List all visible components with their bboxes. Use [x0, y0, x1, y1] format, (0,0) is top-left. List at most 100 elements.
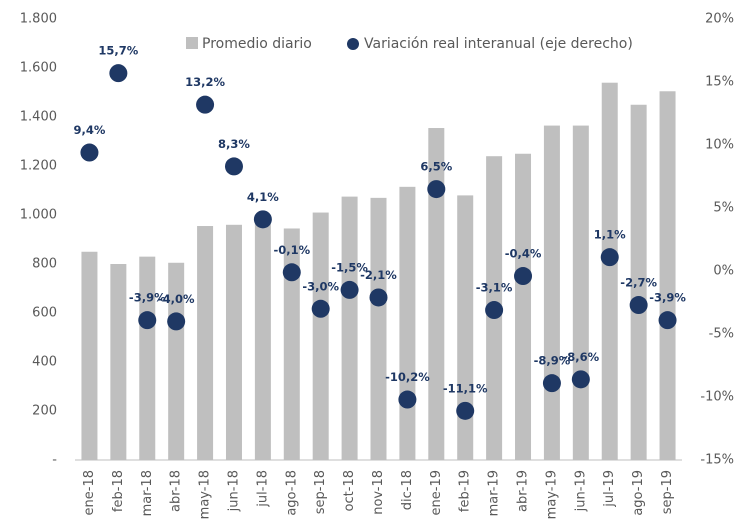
data-label: 15,7%: [98, 44, 138, 58]
bar: [630, 104, 647, 460]
legend-swatch: [347, 38, 359, 50]
dot: [658, 311, 677, 330]
x-tick-label: abr-19: [516, 470, 531, 512]
data-label: -1,5%: [331, 260, 368, 274]
x-tick-label: ene-19: [429, 470, 444, 515]
data-label: -3,0%: [302, 279, 339, 293]
y-tick-label: 400: [32, 355, 57, 370]
y-tick-label: 1.600: [20, 61, 57, 76]
data-label: 1,1%: [594, 228, 626, 242]
bar: [370, 197, 387, 460]
bar: [543, 125, 560, 460]
y-tick-label: 600: [32, 306, 57, 321]
dot: [167, 312, 186, 331]
bar: [572, 125, 589, 460]
data-label: -4,0%: [158, 292, 195, 306]
y2-tick-label: -10%: [700, 390, 734, 405]
data-label: -0,4%: [505, 247, 542, 261]
bar: [254, 215, 271, 460]
data-label: -0,1%: [273, 243, 310, 257]
bar: [457, 195, 474, 460]
x-tick-label: may-19: [544, 470, 559, 519]
x-tick-label: jul-18: [255, 470, 270, 508]
x-tick-label: sep-18: [313, 470, 328, 514]
y2-tick-label: -5%: [709, 327, 734, 342]
x-tick-label: jun-18: [226, 470, 241, 512]
data-label: 4,1%: [247, 190, 279, 204]
data-label: -10,2%: [385, 370, 430, 384]
x-tick-label: ago-18: [284, 470, 299, 516]
dot: [80, 143, 99, 162]
bar: [515, 153, 532, 460]
bar: [225, 224, 242, 460]
data-label: 6,5%: [420, 160, 452, 174]
bar: [110, 264, 127, 460]
legend-swatch: [186, 37, 198, 49]
x-tick-label: dic-18: [400, 470, 415, 510]
bar: [601, 82, 618, 460]
dot: [224, 157, 243, 176]
x-tick-label: abr-18: [169, 470, 184, 512]
data-label: -11,1%: [443, 381, 488, 395]
dot: [340, 280, 359, 299]
x-tick-label: oct-18: [342, 470, 357, 511]
data-label: 8,3%: [218, 137, 250, 151]
y-tick-label: 1.400: [20, 110, 57, 125]
x-tick-label: mar-19: [487, 470, 502, 516]
x-tick-label: may-18: [198, 470, 213, 519]
x-tick-label: nov-18: [371, 470, 386, 515]
x-tick-label: ago-19: [631, 470, 646, 516]
dot: [485, 301, 504, 320]
dot: [427, 180, 446, 199]
dot: [369, 288, 388, 307]
dot: [571, 370, 590, 389]
data-label: 9,4%: [73, 123, 105, 137]
y2-tick-label: 15%: [705, 75, 734, 90]
bar: [659, 91, 676, 461]
y2-tick-label: 10%: [705, 138, 734, 153]
y-tick-label: 1.800: [20, 12, 57, 27]
x-tick-label: ene-18: [82, 470, 97, 515]
y2-tick-label: -15%: [700, 453, 734, 468]
dot: [311, 299, 330, 318]
dot: [253, 210, 272, 229]
x-tick-label: jul-19: [602, 470, 617, 508]
dot: [600, 248, 619, 267]
dot: [282, 263, 301, 282]
bar: [428, 128, 445, 460]
data-label: -3,1%: [476, 281, 513, 295]
data-label: -8,9%: [534, 354, 571, 368]
data-label: -2,1%: [360, 268, 397, 282]
x-tick-label: feb-18: [111, 470, 126, 512]
bar: [81, 251, 98, 460]
dot: [456, 401, 475, 420]
data-label: -3,9%: [129, 291, 166, 305]
data-label: -3,9%: [649, 291, 686, 305]
dot: [398, 390, 417, 409]
legend-label: Promedio diario: [202, 36, 312, 52]
y-tick-label: 200: [32, 404, 57, 419]
y2-tick-label: 20%: [705, 12, 734, 27]
bar: [312, 212, 329, 460]
y-tick-label: -: [52, 453, 57, 468]
dot: [138, 311, 157, 330]
data-label: -8,6%: [562, 350, 599, 364]
bar: [341, 196, 358, 460]
dot: [514, 267, 533, 286]
bar: [399, 186, 416, 460]
bar: [139, 256, 156, 460]
x-tick-label: mar-18: [140, 470, 155, 516]
dot: [196, 95, 215, 114]
y2-tick-label: 5%: [713, 201, 734, 216]
x-tick-label: sep-19: [660, 470, 675, 514]
y-tick-label: 1.000: [20, 208, 57, 223]
dot: [629, 296, 648, 315]
data-label: -2,7%: [620, 276, 657, 290]
bar: [168, 262, 185, 460]
y-tick-label: 1.200: [20, 159, 57, 174]
y2-tick-label: 0%: [713, 264, 734, 279]
dot: [109, 64, 128, 83]
bar: [197, 226, 214, 460]
bar: [283, 228, 300, 460]
